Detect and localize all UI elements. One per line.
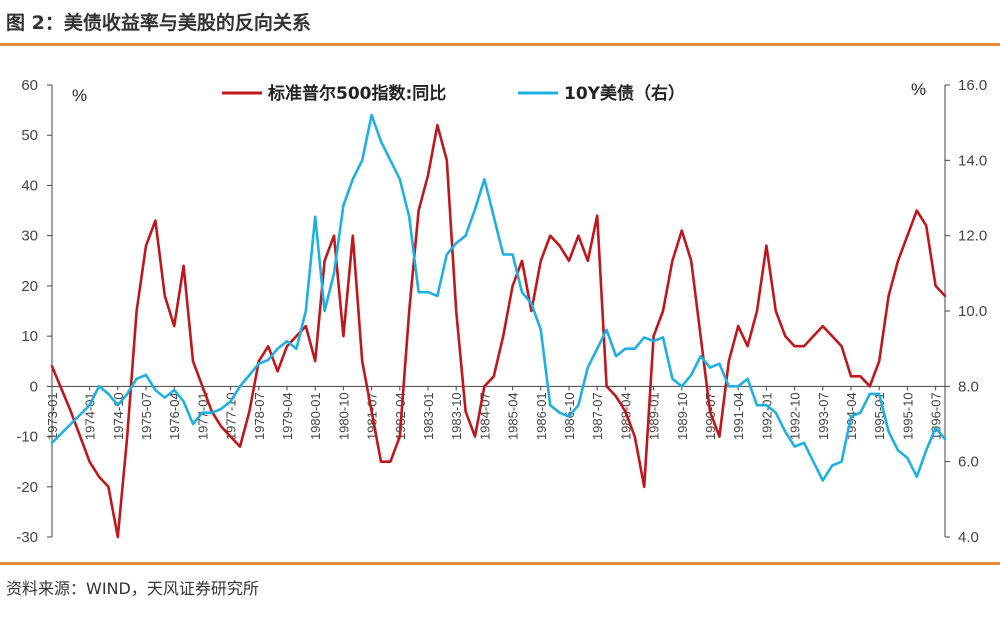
left-tick-label: 30 [21, 228, 38, 245]
left-tick-label: -20 [16, 479, 38, 496]
x-tick-label: 1980-10 [336, 392, 351, 440]
x-tick-label: 1979-04 [280, 392, 295, 440]
x-tick-label: 1978-07 [252, 392, 267, 440]
x-tick-label: 1989-10 [675, 392, 690, 440]
x-tick-label: 1980-01 [308, 392, 323, 440]
x-tick-label: 1983-10 [449, 392, 464, 440]
x-tick-label: 1974-10 [111, 392, 126, 440]
right-tick-label: 12.0 [958, 228, 987, 245]
right-tick-label: 4.0 [958, 529, 979, 546]
top-rule [0, 43, 1000, 46]
left-tick-label: 0 [30, 378, 38, 395]
legend-label-ust10y: 10Y美债（右） [564, 83, 685, 104]
left-tick-label: -30 [16, 529, 38, 546]
left-unit-label: % [72, 86, 87, 105]
axes: 60 50 40 30 20 10 0 -10 -20 -30 16.0 14.0 12.0 10.0 8.… [16, 77, 987, 546]
legend-label-sp500: 标准普尔500指数:同比 [268, 83, 446, 104]
x-tick-label: 1973-01 [45, 392, 60, 440]
source-note: 资料来源：WIND，天风证券研究所 [6, 579, 259, 598]
x-tick-label: 1987-07 [590, 392, 605, 440]
series-lines [50, 113, 947, 539]
left-tick-label: 50 [21, 127, 38, 144]
x-tick-label: 1985-04 [506, 392, 521, 440]
bottom-rule [0, 562, 1000, 565]
left-tick-label: 60 [21, 77, 38, 94]
x-tick-label: 1992-01 [759, 392, 774, 440]
x-tick-label: 1975-07 [139, 392, 154, 440]
x-tick-label: 1974-01 [83, 392, 98, 440]
x-tick-label: 1976-04 [167, 392, 182, 440]
chart: 60 50 40 30 20 10 0 -10 -20 -30 16.0 14.0 12.0 10.0 8.… [16, 77, 987, 546]
x-tick-label: 1993-07 [816, 392, 831, 440]
x-tick-label: 1983-01 [421, 392, 436, 440]
right-tick-label: 8.0 [958, 378, 979, 395]
ust10y-line [50, 113, 947, 482]
x-tick-label: 1992-10 [788, 392, 803, 440]
right-tick-label: 14.0 [958, 152, 987, 169]
x-tick-label: 1986-01 [534, 392, 549, 440]
right-unit-label: % [911, 80, 926, 99]
left-tick-label: 20 [21, 278, 38, 295]
left-tick-label: -10 [16, 429, 38, 446]
x-tick-label: 1991-04 [731, 392, 746, 440]
right-tick-label: 16.0 [958, 77, 987, 94]
x-tick-label: 1995-01 [872, 392, 887, 440]
legend: 标准普尔500指数:同比 10Y美债（右） [222, 83, 685, 104]
left-tick-label: 40 [21, 177, 38, 194]
sp500-yoy-line [50, 123, 947, 539]
x-tick-label: 1977-01 [195, 392, 210, 440]
left-tick-label: 10 [21, 328, 38, 345]
x-tick-label: 1996-07 [929, 392, 944, 440]
x-tick-label: 1995-10 [900, 392, 915, 440]
figure-title: 图 2：美债收益率与美股的反向关系 [6, 12, 311, 34]
right-tick-label: 6.0 [958, 454, 979, 471]
right-tick-label: 10.0 [958, 303, 987, 320]
